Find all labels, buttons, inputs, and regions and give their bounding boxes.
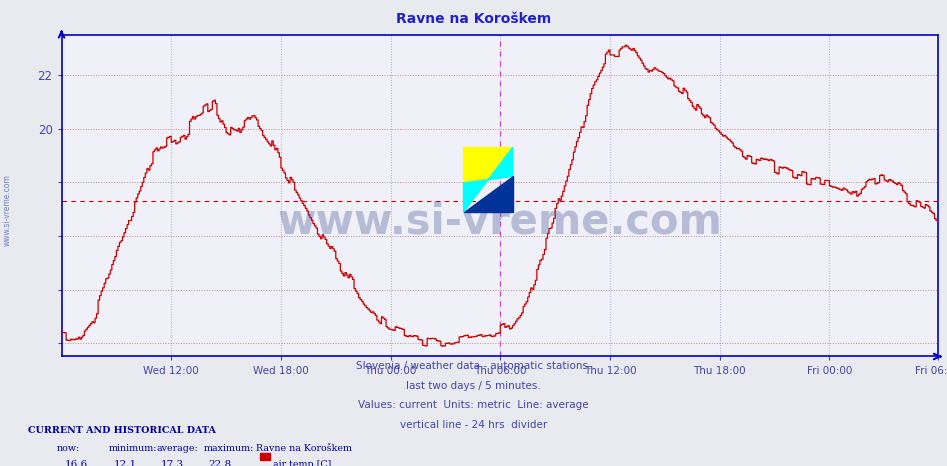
- Text: Slovenia / weather data - automatic stations.: Slovenia / weather data - automatic stat…: [356, 361, 591, 371]
- Polygon shape: [464, 148, 512, 212]
- Polygon shape: [464, 148, 512, 212]
- Text: now:: now:: [57, 444, 80, 453]
- Text: maximum:: maximum:: [204, 444, 254, 453]
- Text: minimum:: minimum:: [109, 444, 157, 453]
- Text: CURRENT AND HISTORICAL DATA: CURRENT AND HISTORICAL DATA: [28, 426, 216, 435]
- Text: air temp.[C]: air temp.[C]: [273, 460, 331, 466]
- Text: vertical line - 24 hrs  divider: vertical line - 24 hrs divider: [400, 420, 547, 430]
- Text: average:: average:: [156, 444, 198, 453]
- Text: 16.6: 16.6: [64, 460, 87, 466]
- Text: Ravne na Koroškem: Ravne na Koroškem: [256, 444, 351, 453]
- Text: www.si-vreme.com: www.si-vreme.com: [3, 174, 12, 246]
- Polygon shape: [464, 177, 512, 212]
- Text: 17.3: 17.3: [161, 460, 184, 466]
- Text: last two days / 5 minutes.: last two days / 5 minutes.: [406, 381, 541, 391]
- Text: 12.1: 12.1: [114, 460, 136, 466]
- Text: Values: current  Units: metric  Line: average: Values: current Units: metric Line: aver…: [358, 400, 589, 410]
- Text: www.si-vreme.com: www.si-vreme.com: [277, 200, 722, 242]
- Text: 22.8: 22.8: [208, 460, 231, 466]
- Text: Ravne na Koroškem: Ravne na Koroškem: [396, 12, 551, 26]
